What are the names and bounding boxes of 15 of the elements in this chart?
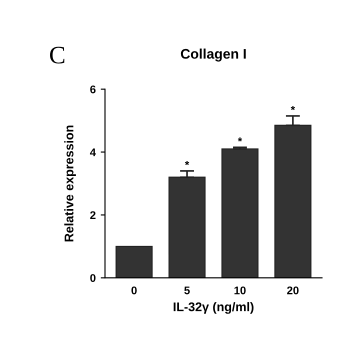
y-axis-title: Relative expression [64,126,76,242]
annotation: * [290,106,296,110]
y-tick-label: 0 [90,274,96,282]
text: C [50,46,64,64]
x-tick-label: 5 [184,286,190,294]
chart-title: Collagen I [180,48,246,62]
x-tick-label: 20 [287,286,299,294]
annotation: * [184,160,190,166]
x-tick-label: 0 [131,286,137,294]
y-tick-label: 4 [90,148,96,156]
annotation: * [238,137,242,142]
y-tick-label: 2 [90,211,96,219]
y-tick-label: 6 [90,85,96,94]
x-axis-title: IL-32γ (ng/ml) [174,302,254,314]
x-tick-label: 10 [234,286,246,294]
